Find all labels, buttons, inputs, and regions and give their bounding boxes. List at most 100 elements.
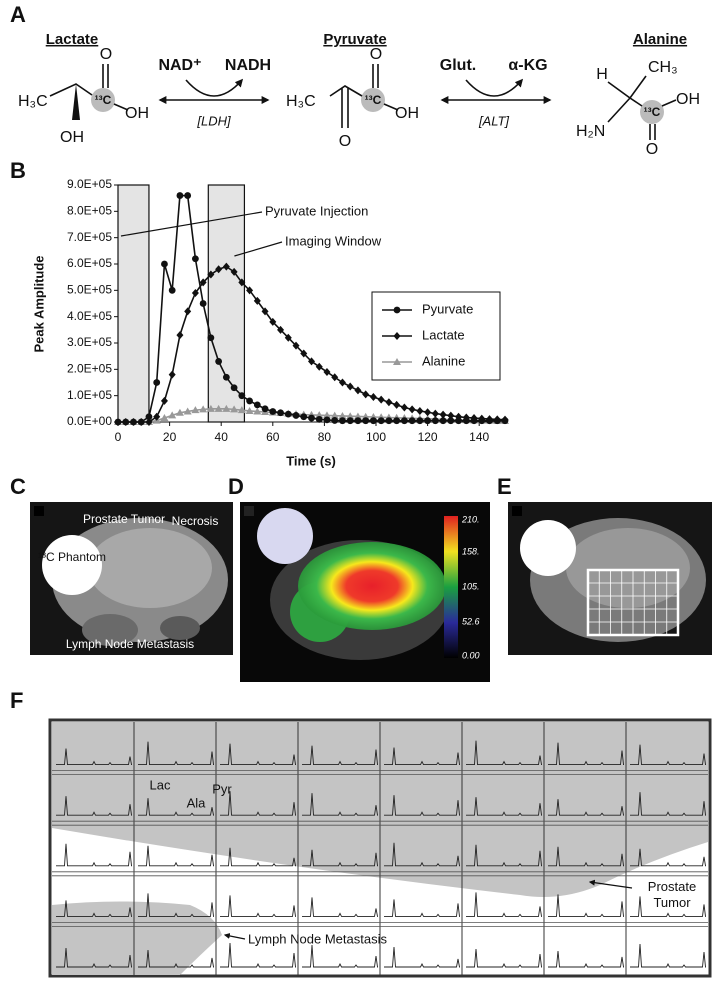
marker xyxy=(408,405,416,414)
spectrum xyxy=(630,744,706,766)
compound-name: Alanine xyxy=(633,31,687,48)
marker xyxy=(300,413,308,421)
panel-d: 210. 158. 105. 52.6 0.00 xyxy=(240,502,490,682)
peak-label: Ala xyxy=(187,795,207,810)
marker xyxy=(431,409,439,418)
marker xyxy=(300,349,308,358)
marker xyxy=(478,417,486,425)
x-tick-label: 100 xyxy=(366,430,386,444)
marker xyxy=(261,405,269,413)
marker xyxy=(184,192,192,199)
legend-label: Pyurvate xyxy=(422,301,473,316)
marker xyxy=(277,409,284,417)
marker xyxy=(161,260,168,268)
panel-label: A xyxy=(10,2,26,27)
marker xyxy=(245,406,254,414)
marker xyxy=(160,414,169,422)
marker xyxy=(222,373,230,381)
enzyme: [LDH] xyxy=(196,113,231,128)
marker xyxy=(199,278,207,287)
marker xyxy=(416,406,424,415)
spectrum xyxy=(466,948,542,968)
compound-name: Lactate xyxy=(46,31,99,48)
spectrum xyxy=(302,849,378,867)
x-tick-label: 20 xyxy=(163,430,177,444)
marker xyxy=(137,418,145,426)
spectrum xyxy=(220,791,296,816)
marker xyxy=(277,325,285,334)
x-tick-label: 80 xyxy=(318,430,332,444)
spectrum xyxy=(138,893,214,917)
marker xyxy=(408,417,416,425)
marker xyxy=(493,417,501,425)
x-tick-label: 60 xyxy=(266,430,280,444)
marker xyxy=(230,267,238,276)
y-tick-label: 3.0E+05 xyxy=(67,335,112,349)
marker xyxy=(470,417,478,425)
marker xyxy=(354,386,362,395)
marker xyxy=(447,417,455,425)
atom: O xyxy=(646,141,658,158)
marker xyxy=(455,417,462,425)
panel-f: Lac Ala Pyr Prostate Tumor Lymph Node Met… xyxy=(48,718,712,978)
bond xyxy=(329,64,399,128)
spectrum xyxy=(630,848,706,867)
marker xyxy=(338,378,346,387)
atom: ¹³C xyxy=(644,105,661,119)
panel-label: F xyxy=(10,688,23,713)
colorbar-tick: 210. xyxy=(461,514,480,524)
marker xyxy=(322,411,331,419)
marker xyxy=(114,418,122,426)
marker xyxy=(501,417,509,425)
marker xyxy=(199,405,208,413)
marker xyxy=(362,390,370,399)
marker xyxy=(377,395,385,404)
shaded-region xyxy=(207,184,246,423)
marker xyxy=(269,317,277,326)
atom: H₃C xyxy=(18,93,48,110)
legend-label: Lactate xyxy=(422,327,465,342)
image-label: Prostate Tumor xyxy=(83,512,165,526)
marker xyxy=(253,401,261,409)
spectrum xyxy=(548,799,624,816)
enzyme: [ALT] xyxy=(478,113,509,128)
spectrum xyxy=(630,896,706,917)
colorbar-tick: 0.00 xyxy=(462,650,480,660)
marker xyxy=(362,417,370,425)
atom: OH xyxy=(125,105,149,122)
image-label: Lymph Node Metastasis xyxy=(66,637,194,651)
marker xyxy=(331,373,339,382)
y-tick-label: 5.0E+05 xyxy=(67,283,112,297)
marker xyxy=(207,270,215,279)
marker xyxy=(191,288,199,297)
marker xyxy=(315,411,324,419)
spectrum xyxy=(548,894,624,917)
marker xyxy=(168,411,177,419)
cofactor: α-KG xyxy=(508,57,547,74)
x-tick-label: 140 xyxy=(469,430,489,444)
spectrum xyxy=(302,793,378,816)
colorbar-tick: 158. xyxy=(462,546,480,556)
spectrum xyxy=(302,944,378,968)
atom: OH xyxy=(676,91,700,108)
marker xyxy=(462,417,470,425)
marker xyxy=(145,418,153,426)
atom: H₃C xyxy=(286,93,316,110)
marker xyxy=(370,417,377,425)
spectrum xyxy=(630,943,706,968)
atom: CH₃ xyxy=(648,59,678,76)
marker xyxy=(346,417,354,425)
marker xyxy=(400,417,408,425)
marker xyxy=(183,407,192,415)
marker xyxy=(145,413,153,421)
atom: H xyxy=(596,66,608,83)
cofactor-arrow xyxy=(185,78,244,97)
atom: ¹³C xyxy=(95,93,112,107)
spectrum xyxy=(384,946,460,968)
x-tick-label: 40 xyxy=(215,430,229,444)
marker xyxy=(230,405,239,413)
panel-a: Lactate Pyruvate Alanine H₃C ¹³C O OH OH… xyxy=(18,31,700,158)
spectrum xyxy=(220,895,296,917)
atom: O xyxy=(339,133,351,150)
marker xyxy=(346,382,354,391)
